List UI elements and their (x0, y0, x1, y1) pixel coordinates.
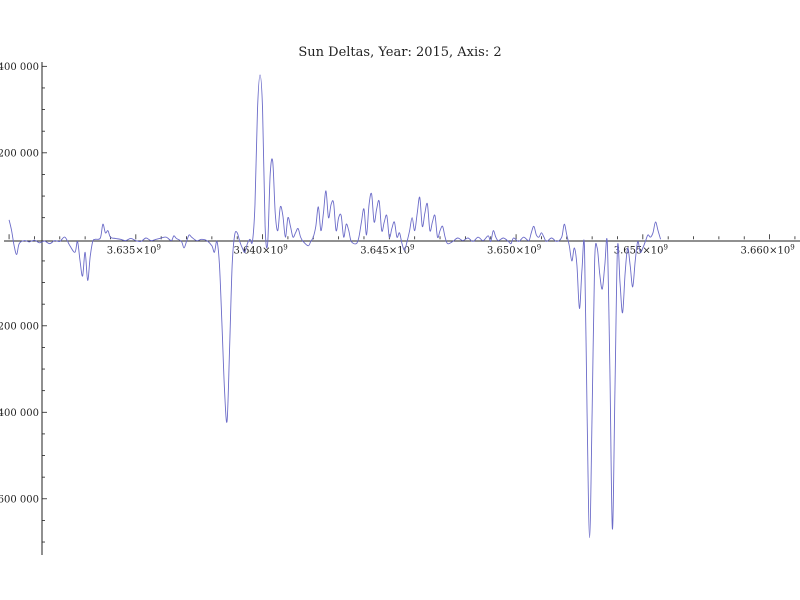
x-tick-label: 3.660×109 (740, 243, 794, 256)
minor-ticks (8, 65, 796, 543)
x-tick-label: 3.655×109 (614, 243, 668, 256)
x-tick-label: 3.635×109 (107, 243, 161, 256)
x-tick-label: 3.640×109 (233, 243, 287, 256)
y-ticks: 400 000 200 000 −200 000 −400 000 −600 000 (0, 62, 39, 505)
x-tick-exponent: 9 (537, 243, 541, 251)
x-tick-exponent: 9 (663, 243, 667, 251)
y-tick-label: −400 000 (0, 408, 39, 419)
x-tick-exponent: 9 (156, 243, 160, 251)
y-tick-label: −600 000 (0, 494, 39, 505)
x-tick-exponent: 9 (410, 243, 414, 251)
y-tick-label: −200 000 (0, 321, 39, 332)
chart-title: Sun Deltas, Year: 2015, Axis: 2 (298, 45, 501, 60)
series-line (8, 74, 662, 539)
x-tick-exponent: 9 (283, 243, 287, 251)
y-tick-label: 200 000 (0, 148, 39, 159)
y-tick-label: 400 000 (0, 62, 39, 73)
x-tick-label: 3.645×109 (360, 243, 414, 256)
series-group (8, 74, 662, 539)
x-ticks: 3.635×109 3.640×109 3.645×109 3.650×109 3.65… (107, 243, 795, 256)
x-tick-exponent: 9 (790, 243, 794, 251)
x-tick-label: 3.650×109 (487, 243, 541, 256)
